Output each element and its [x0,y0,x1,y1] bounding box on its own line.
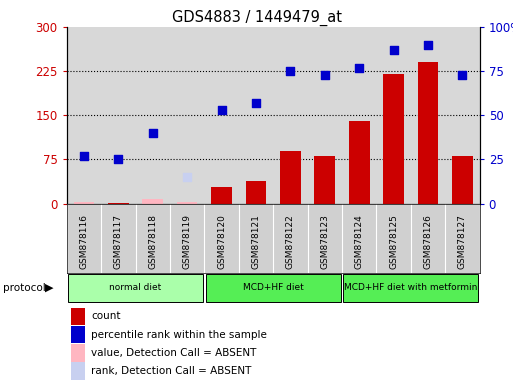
Point [218,107,226,113]
Text: GSM878118: GSM878118 [148,214,157,269]
Bar [383,74,404,204]
Text: GSM878116: GSM878116 [80,214,88,269]
Bar [73,202,94,204]
Text: normal diet: normal diet [109,283,162,293]
Bar [108,203,129,204]
Text: ▶: ▶ [45,283,53,293]
Bar [349,121,369,204]
Point [458,71,466,78]
FancyBboxPatch shape [206,274,341,302]
Point [424,41,432,48]
Bar [71,344,85,362]
Text: GSM878127: GSM878127 [458,214,467,269]
Bar [177,202,198,204]
Bar [71,308,85,325]
FancyBboxPatch shape [343,274,478,302]
Point [183,174,191,180]
Bar [71,362,85,380]
Bar [452,156,473,204]
Text: percentile rank within the sample: percentile rank within the sample [91,329,267,339]
Bar [314,156,335,204]
Bar [246,181,266,204]
Text: GSM878119: GSM878119 [183,214,192,269]
Text: MCD+HF diet: MCD+HF diet [243,283,304,293]
Text: GSM878126: GSM878126 [424,214,432,269]
Text: GSM878122: GSM878122 [286,214,295,269]
Point [114,156,123,162]
Text: GDS4883 / 1449479_at: GDS4883 / 1449479_at [171,10,342,26]
Point [80,153,88,159]
Text: value, Detection Call = ABSENT: value, Detection Call = ABSENT [91,348,257,358]
Point [321,71,329,78]
Point [286,68,294,74]
Point [252,100,260,106]
Bar [211,187,232,204]
Point [389,47,398,53]
Bar [71,326,85,343]
Text: GSM878124: GSM878124 [354,214,364,269]
Point [149,130,157,136]
Text: rank, Detection Call = ABSENT: rank, Detection Call = ABSENT [91,366,252,376]
Text: GSM878125: GSM878125 [389,214,398,269]
Bar [418,62,438,204]
FancyBboxPatch shape [68,274,203,302]
Text: MCD+HF diet with metformin: MCD+HF diet with metformin [344,283,478,293]
Text: GSM878117: GSM878117 [114,214,123,269]
Bar [280,151,301,204]
Bar [143,199,163,204]
Text: protocol: protocol [3,283,45,293]
Text: count: count [91,311,121,321]
Text: GSM878123: GSM878123 [320,214,329,269]
Point [355,65,363,71]
Text: GSM878120: GSM878120 [217,214,226,269]
Text: GSM878121: GSM878121 [251,214,261,269]
